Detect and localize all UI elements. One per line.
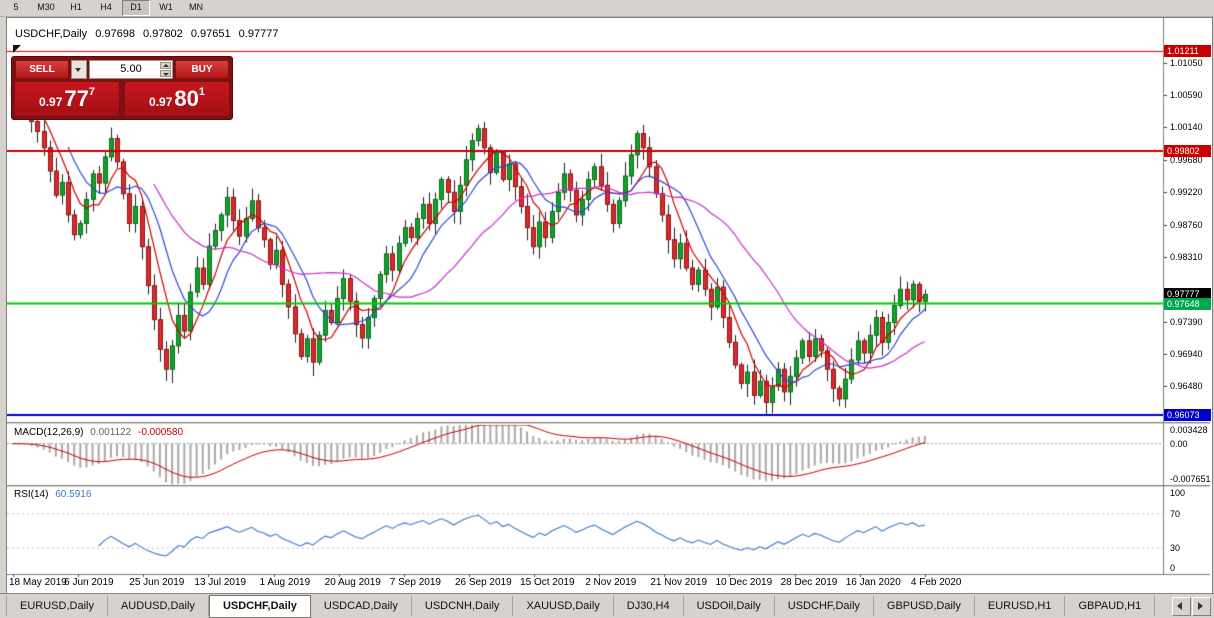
price-line-badge: 0.99802 bbox=[1164, 145, 1211, 158]
buy-price-base: 0.97 bbox=[149, 95, 173, 109]
macd-signal-value: -0.000580 bbox=[138, 427, 184, 438]
ohlc-low-value: 0.97651 bbox=[190, 28, 231, 40]
rsi-axis-label: 0 bbox=[1170, 563, 1176, 573]
date-axis-label: 18 May 2019 bbox=[9, 577, 67, 588]
timeframe-button-d1[interactable]: D1 bbox=[122, 0, 150, 16]
rsi-axis-label: 100 bbox=[1170, 488, 1186, 498]
spin-down-icon[interactable] bbox=[160, 70, 171, 77]
sell-button[interactable]: SELL bbox=[15, 60, 69, 79]
timeframe-toolbar: 5 M30 H1 H4 D1 W1 MN bbox=[0, 0, 1214, 17]
macd-axis-label: 0.003428 bbox=[1170, 425, 1208, 435]
price-line-badge: 0.97648 bbox=[1164, 297, 1211, 310]
price-axis-label: 0.98310 bbox=[1170, 251, 1203, 262]
price-axis-label: 0.99220 bbox=[1170, 187, 1203, 198]
chevron-left-icon bbox=[1177, 602, 1182, 610]
timeframe-button-mn[interactable]: MN bbox=[189, 2, 203, 12]
buy-price-display[interactable]: 0.97 80 1 bbox=[125, 82, 229, 116]
buy-button[interactable]: BUY bbox=[175, 60, 229, 79]
date-axis-label: 13 Jul 2019 bbox=[194, 577, 247, 588]
chart-tab-1-audusddaily[interactable]: AUDUSD,Daily bbox=[107, 596, 209, 616]
macd-label: MACD(12,26,9) 0.001122 -0.000580 bbox=[14, 427, 187, 438]
macd-axis-label: -0.007651 bbox=[1170, 474, 1211, 484]
price-axis-label: 1.01050 bbox=[1170, 57, 1203, 68]
chart-title: USDCHF,Daily 0.97698 0.97802 0.97651 0.9… bbox=[15, 28, 283, 40]
chart-tab-10-eurusdh1[interactable]: EURUSD,H1 bbox=[974, 596, 1066, 616]
chart-tab-7-usdoildaily[interactable]: USDOil,Daily bbox=[683, 596, 775, 616]
date-axis-label: 10 Dec 2019 bbox=[715, 577, 773, 588]
timeframe-button-h4[interactable]: H4 bbox=[100, 2, 112, 12]
chart-tab-8-usdchfdaily[interactable]: USDCHF,Daily bbox=[774, 596, 874, 616]
sell-price-display[interactable]: 0.97 77 7 bbox=[15, 82, 119, 116]
sell-price-big: 77 bbox=[64, 86, 89, 111]
price-axis-label: 0.98760 bbox=[1170, 219, 1203, 230]
timeframe-button-5[interactable]: 5 bbox=[13, 2, 19, 12]
chart-window: USDCHF,Daily 0.97698 0.97802 0.97651 0.9… bbox=[6, 17, 1213, 594]
rsi-axis-label: 70 bbox=[1170, 508, 1181, 519]
price-axis-label: 1.00590 bbox=[1170, 90, 1203, 101]
volume-value: 5.00 bbox=[120, 63, 142, 75]
macd-main-value: 0.001122 bbox=[90, 427, 132, 438]
chart-tab-4-usdcnhdaily[interactable]: USDCNH,Daily bbox=[411, 596, 514, 616]
ohlc-open-value: 0.97698 bbox=[95, 28, 135, 40]
chart-tabs-bar: EURUSD,Daily AUDUSD,Daily USDCHF,Daily USDC… bbox=[0, 593, 1214, 618]
timeframe-button-h1[interactable]: H1 bbox=[70, 2, 82, 12]
symbol-period-label: USDCHF,Daily bbox=[15, 28, 88, 40]
timeframe-button-w1[interactable]: W1 bbox=[159, 2, 173, 12]
buy-price-sup: 1 bbox=[198, 86, 205, 98]
price-axis-label: 0.96940 bbox=[1170, 348, 1203, 359]
chart-tab-5-xauusddaily[interactable]: XAUUSD,Daily bbox=[513, 596, 614, 616]
chart-tab-2-usdchfdaily[interactable]: USDCHF,Daily bbox=[208, 594, 311, 618]
chevron-right-icon bbox=[1198, 602, 1203, 610]
date-axis-label: 1 Aug 2019 bbox=[259, 577, 311, 588]
volume-spinner bbox=[160, 62, 171, 77]
price-axis-label: 0.97390 bbox=[1170, 316, 1203, 327]
date-axis-label: 21 Nov 2019 bbox=[650, 577, 708, 588]
date-axis-label: 6 Jun 2019 bbox=[64, 577, 114, 588]
date-axis-label: 16 Jan 2020 bbox=[845, 577, 901, 588]
rsi-axis-label: 30 bbox=[1170, 543, 1181, 554]
price-axis-label: 0.96480 bbox=[1170, 381, 1203, 392]
date-axis-label: 26 Sep 2019 bbox=[454, 577, 512, 588]
sell-price-sup: 7 bbox=[88, 86, 95, 98]
timeframe-button-m30[interactable]: M30 bbox=[37, 2, 55, 12]
date-axis-label: 4 Feb 2020 bbox=[910, 577, 962, 588]
chart-tab-3-usdcaddaily[interactable]: USDCAD,Daily bbox=[310, 596, 412, 616]
chevron-down-icon bbox=[75, 68, 81, 72]
date-axis-label: 2 Nov 2019 bbox=[585, 577, 637, 588]
one-click-trading-panel: SELL 5.00 BUY 0.97 77 7 0. bbox=[11, 56, 233, 120]
spin-up-icon[interactable] bbox=[160, 62, 171, 69]
chart-tab-6-dj30h4[interactable]: DJ30,H4 bbox=[613, 596, 684, 616]
macd-name: MACD(12,26,9) bbox=[14, 427, 84, 438]
rsi-value: 60.5916 bbox=[55, 489, 92, 500]
date-axis-label: 28 Dec 2019 bbox=[780, 577, 838, 588]
tab-scroll-left-button[interactable] bbox=[1172, 597, 1191, 616]
buy-price-big: 80 bbox=[174, 86, 199, 111]
sell-price-base: 0.97 bbox=[39, 95, 63, 109]
date-axis-label: 20 Aug 2019 bbox=[324, 577, 381, 588]
ohlc-close-value: 0.97777 bbox=[238, 28, 279, 40]
date-axis-label: 25 Jun 2019 bbox=[129, 577, 185, 588]
date-axis-label: 7 Sep 2019 bbox=[389, 577, 441, 588]
price-line-badge: 1.01211 bbox=[1164, 45, 1211, 58]
collapse-panel-triangle-icon[interactable] bbox=[13, 45, 21, 53]
chart-tab-0-eurusddaily[interactable]: EURUSD,Daily bbox=[6, 596, 108, 616]
rsi-name: RSI(14) bbox=[14, 489, 49, 500]
ohlc-high-value: 0.97802 bbox=[143, 28, 183, 40]
tab-scroll-right-button[interactable] bbox=[1192, 597, 1211, 616]
price-axis-label: 0.99680 bbox=[1170, 154, 1203, 165]
rsi-label: RSI(14) 60.5916 bbox=[14, 489, 95, 500]
chart-tab-9-gbpusddaily[interactable]: GBPUSD,Daily bbox=[873, 596, 975, 616]
volume-input[interactable]: 5.00 bbox=[89, 60, 173, 79]
chart-tab-11-gbpaudh1[interactable]: GBPAUD,H1 bbox=[1065, 596, 1156, 616]
volume-dropdown[interactable] bbox=[71, 60, 87, 79]
price-line-badge: 0.97777 bbox=[1164, 288, 1211, 301]
macd-axis-label: 0.00 bbox=[1170, 438, 1188, 449]
date-axis-label: 15 Oct 2019 bbox=[520, 577, 575, 588]
price-axis-label: 1.00140 bbox=[1170, 122, 1203, 133]
price-line-badge: 0.96073 bbox=[1164, 408, 1211, 421]
